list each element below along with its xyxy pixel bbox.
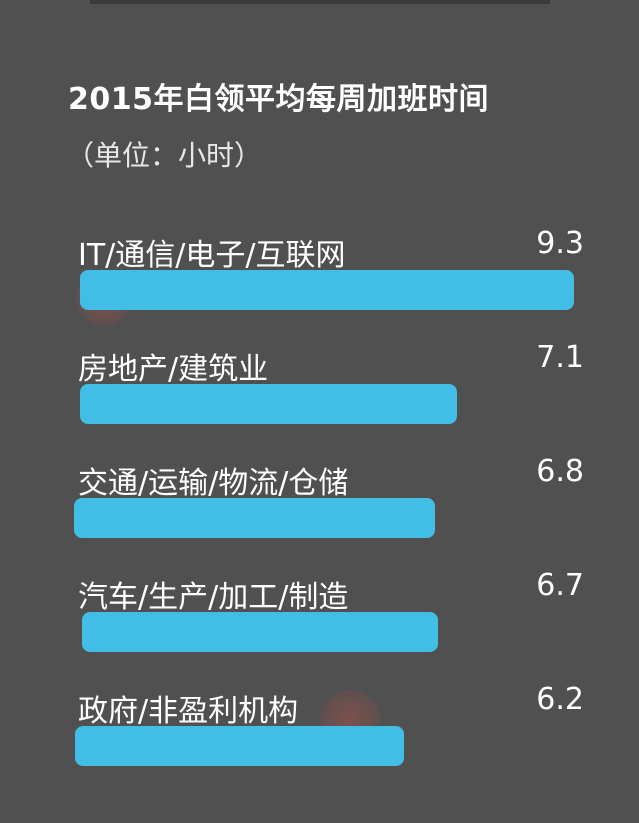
value-label: 9.3 [536,226,584,261]
bar [74,498,435,538]
bar [82,612,438,652]
value-label: 6.7 [536,568,584,603]
chart-title: 2015年白领平均每周加班时间 [68,82,489,117]
value-label: 7.1 [536,340,584,375]
bar [75,726,404,766]
bar [80,384,457,424]
value-label: 6.8 [536,454,584,489]
category-label: 房地产/建筑业 [78,352,269,387]
category-label: 汽车/生产/加工/制造 [78,580,349,615]
bar [80,270,574,310]
top-divider [90,0,550,4]
category-label: 交通/运输/物流/仓储 [78,466,349,501]
category-label: 政府/非盈利机构 [78,694,299,729]
chart-unit-subtitle: （单位：小时） [66,139,263,172]
category-label: IT/通信/电子/互联网 [78,238,346,273]
value-label: 6.2 [536,682,584,717]
